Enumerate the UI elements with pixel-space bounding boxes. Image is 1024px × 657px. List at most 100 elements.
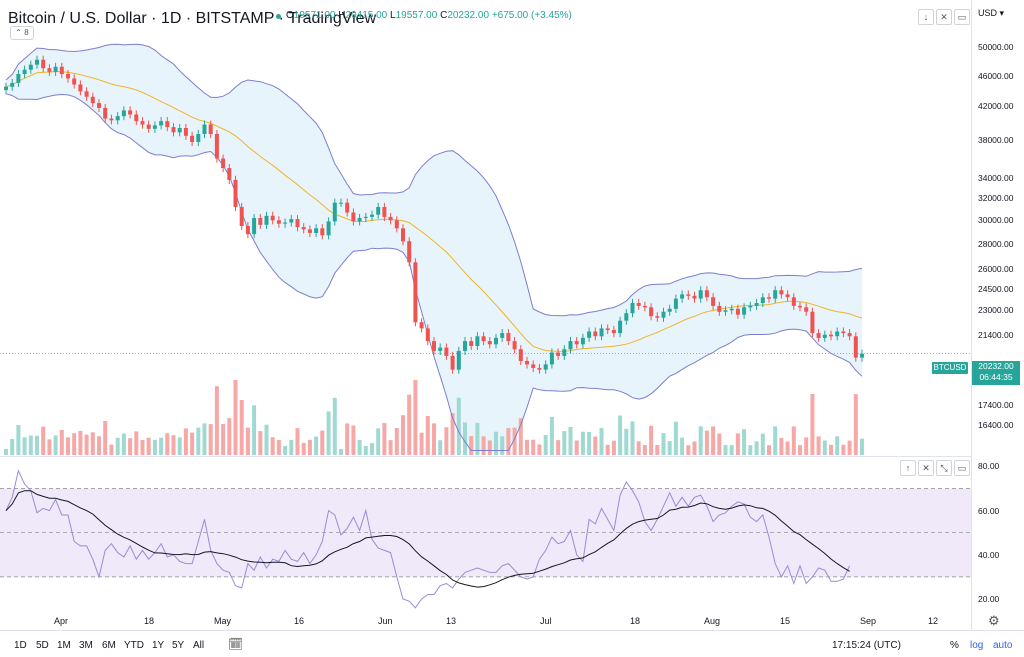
volume-bar: [171, 435, 176, 455]
candle-body: [152, 125, 157, 129]
price-tick-label: 21400.00: [978, 329, 1014, 340]
candle-body: [407, 241, 412, 263]
volume-bar: [146, 437, 151, 455]
timeframe-3m[interactable]: 3M: [79, 640, 93, 651]
candle-body: [667, 308, 672, 312]
volume-bar: [630, 421, 635, 455]
volume-bar: [673, 421, 678, 455]
price-tick-label: 30000.00: [978, 215, 1014, 226]
volume-bar: [642, 445, 647, 455]
volume-bar: [822, 440, 827, 455]
indicators-collapse-button[interactable]: ⌃ 8: [10, 26, 34, 40]
price-axis[interactable]: [971, 0, 1024, 630]
volume-bar: [264, 424, 269, 455]
candle-body: [562, 349, 567, 356]
candle-body: [128, 110, 133, 115]
utc-clock[interactable]: 17:15:24 (UTC): [832, 640, 901, 651]
close-rsi-icon[interactable]: ✕: [918, 460, 934, 476]
candle-body: [351, 212, 356, 222]
symbol-tag: BTCUSD: [932, 362, 968, 374]
volume-bar: [401, 415, 405, 455]
last-price: 20232.00: [978, 361, 1014, 371]
candle-body: [10, 83, 15, 87]
volume-bar: [506, 428, 511, 455]
candle-body: [463, 341, 467, 351]
open-value: 19571.00: [293, 10, 336, 21]
auto-toggle[interactable]: auto: [993, 640, 1013, 651]
bollinger-fill: [6, 44, 862, 451]
close-icon[interactable]: ✕: [936, 9, 952, 25]
volume-bar: [28, 435, 33, 455]
candle-body: [698, 290, 703, 299]
volume-bar: [140, 440, 145, 455]
volume-bar: [798, 445, 802, 455]
last-price-tag: 20232.00 06:44:35: [972, 361, 1020, 385]
currency-selector[interactable]: USD ▾: [978, 8, 1005, 18]
candle-body: [177, 128, 182, 133]
maximize-pane-icon[interactable]: ▭: [954, 460, 970, 476]
candle-body: [183, 128, 188, 136]
volume-bar: [804, 437, 809, 455]
volume-bar: [686, 445, 691, 455]
volume-bar: [202, 423, 207, 455]
volume-bar: [760, 433, 765, 455]
timeframe-all[interactable]: All: [193, 640, 205, 651]
candle-body: [494, 337, 498, 345]
candle-body: [320, 228, 325, 236]
candle-body: [345, 202, 350, 213]
volume-bar: [407, 394, 412, 455]
candle-body: [506, 333, 511, 342]
candle-body: [41, 59, 46, 69]
volume-bar: [326, 411, 331, 455]
time-axis-label: Aug: [704, 616, 721, 626]
low-value: 19557.00: [395, 10, 438, 21]
market-status-dot: [276, 14, 281, 19]
timeframe-1d[interactable]: 1D: [14, 640, 27, 651]
chart-title: Bitcoin / U.S. Dollar · 1D · BITSTAMP · …: [8, 10, 377, 27]
volume-bar: [649, 425, 654, 455]
chart-canvas[interactable]: [0, 0, 971, 630]
candle-body: [481, 336, 486, 342]
candle-body: [388, 216, 393, 221]
timeframe-5y[interactable]: 5Y: [172, 640, 185, 651]
arrow-down-icon[interactable]: ↓: [918, 9, 934, 25]
candle-body: [115, 116, 120, 121]
volume-bar: [413, 380, 418, 455]
percent-toggle[interactable]: %: [950, 640, 959, 651]
volume-bar: [531, 439, 536, 455]
timeframe-6m[interactable]: 6M: [102, 640, 116, 651]
volume-bar: [655, 445, 660, 455]
arrow-up-icon[interactable]: ↑: [900, 460, 916, 476]
change-value: +675.00 (+3.45%): [491, 10, 572, 21]
timeframe-1m[interactable]: 1M: [57, 640, 71, 651]
rsi-ma-line: [5, 490, 850, 588]
candle-body: [487, 341, 492, 345]
volume-bar: [475, 422, 480, 455]
candle-body: [543, 364, 548, 370]
price-tick-label: 26000.00: [978, 263, 1014, 274]
volume-bar: [791, 426, 796, 455]
settings-gear-icon[interactable]: ⚙: [988, 613, 1000, 628]
volume-bar: [636, 441, 641, 455]
volume-bar: [227, 418, 232, 455]
maximize-icon[interactable]: ▭: [954, 9, 970, 25]
log-toggle[interactable]: log: [970, 640, 984, 651]
collapse-pane-icon[interactable]: ⤡: [936, 460, 952, 476]
volume-bar: [90, 432, 95, 455]
volume-bar: [252, 405, 257, 456]
calendar-range-icon[interactable]: 🗓: [228, 637, 244, 651]
candle-body: [146, 124, 151, 129]
price-tick-label: 28000.00: [978, 238, 1014, 249]
pane-separator[interactable]: [0, 456, 971, 457]
volume-bar: [78, 430, 83, 455]
timeframe-5d[interactable]: 5D: [36, 640, 49, 651]
candle-body: [227, 168, 232, 180]
timeframe-ytd[interactable]: YTD: [124, 640, 144, 651]
candle-body: [339, 202, 343, 204]
volume-bar: [314, 436, 319, 455]
volume-bar: [593, 436, 598, 455]
candle-body: [680, 294, 685, 299]
close-label: C: [440, 10, 448, 21]
timeframe-1y[interactable]: 1Y: [152, 640, 165, 651]
volume-bar: [611, 440, 616, 455]
